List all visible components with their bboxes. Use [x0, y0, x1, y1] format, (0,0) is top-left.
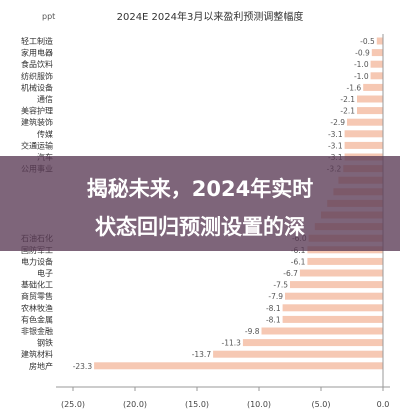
category-label-6: 美容护理 — [21, 106, 53, 116]
value-label-27: -13.7 — [192, 350, 212, 359]
category-label-3: 纺织服饰 — [21, 71, 53, 81]
value-label-3: -1.0 — [354, 72, 369, 81]
overlay-headline-line1: 揭秘未来，2024年实时 — [87, 177, 313, 201]
value-label-21: -7.5 — [273, 281, 288, 290]
overlay-banner-background — [0, 156, 400, 251]
value-label-7: -2.9 — [330, 118, 345, 127]
category-label-24: 有色金属 — [21, 314, 53, 324]
value-label-19: -6.1 — [291, 257, 306, 266]
category-label-1: 家用电器 — [21, 48, 53, 58]
category-label-21: 基础化工 — [21, 280, 53, 290]
category-label-2: 食品饮料 — [21, 59, 53, 69]
value-label-23: -8.1 — [266, 304, 281, 313]
bar-0 — [376, 37, 383, 45]
value-label-8: -3.1 — [328, 130, 343, 139]
value-label-28: -23.3 — [73, 362, 93, 371]
x-tick-label-1: (20.0) — [123, 400, 147, 409]
value-label-1: -0.9 — [355, 49, 370, 58]
category-label-0: 轻工制造 — [21, 36, 53, 46]
bar-27 — [213, 350, 383, 358]
bar-8 — [344, 130, 383, 138]
category-label-8: 传媒 — [37, 129, 53, 139]
bar-3 — [370, 72, 383, 80]
category-label-19: 电力设备 — [21, 256, 53, 266]
bar-4 — [363, 83, 383, 91]
category-label-28: 房地产 — [29, 361, 53, 371]
x-tick-label-3: (10.0) — [247, 400, 271, 409]
value-label-26: -11.3 — [221, 339, 241, 348]
bar-22 — [285, 292, 383, 300]
value-label-25: -9.8 — [245, 327, 260, 336]
category-label-20: 电子 — [37, 268, 53, 278]
bar-6 — [357, 107, 383, 115]
bar-26 — [242, 339, 383, 347]
chart-title: 2024E 2024年3月以来盈利预测调整幅度 — [117, 10, 304, 23]
bar-24 — [282, 315, 383, 323]
value-label-0: -0.5 — [360, 37, 375, 46]
bar-20 — [299, 269, 383, 277]
value-label-6: -2.1 — [340, 107, 355, 116]
value-label-24: -8.1 — [266, 315, 281, 324]
x-tick-label-2: (15.0) — [185, 400, 209, 409]
bar-5 — [357, 95, 383, 103]
category-label-7: 建筑装饰 — [21, 117, 53, 127]
unit-label: ppt — [42, 12, 55, 21]
value-label-9: -3.1 — [328, 141, 343, 150]
category-label-4: 机械设备 — [21, 82, 53, 92]
category-label-22: 商贸零售 — [21, 291, 53, 301]
bar-1 — [371, 49, 383, 57]
x-tick-label-5: 0.0 — [377, 400, 390, 409]
category-label-9: 交通运输 — [21, 140, 53, 150]
x-tick-label-0: (25.0) — [61, 400, 85, 409]
bar-28 — [94, 362, 383, 370]
bar-23 — [282, 304, 383, 312]
value-label-4: -1.6 — [347, 83, 362, 92]
category-label-25: 非银金融 — [21, 326, 53, 336]
value-label-22: -7.9 — [268, 292, 283, 301]
category-label-26: 钢铁 — [37, 338, 53, 348]
bar-19 — [307, 257, 383, 265]
bar-9 — [344, 141, 383, 149]
x-tick-label-4: (5.0) — [312, 400, 331, 409]
overlay-headline-line2: 状态回归预测设置的深 — [95, 215, 305, 239]
value-label-5: -2.1 — [340, 95, 355, 104]
category-label-5: 通信 — [37, 94, 53, 104]
overlay-banner: 揭秘未来，2024年实时 状态回归预测设置的深 — [0, 156, 400, 251]
bar-7 — [347, 118, 383, 126]
bar-21 — [290, 281, 383, 289]
category-label-23: 农林牧渔 — [21, 303, 53, 313]
value-label-2: -1.0 — [354, 60, 369, 69]
bar-25 — [261, 327, 383, 335]
bar-2 — [370, 60, 383, 68]
value-label-20: -6.7 — [283, 269, 298, 278]
category-label-27: 建筑材料 — [21, 349, 53, 359]
